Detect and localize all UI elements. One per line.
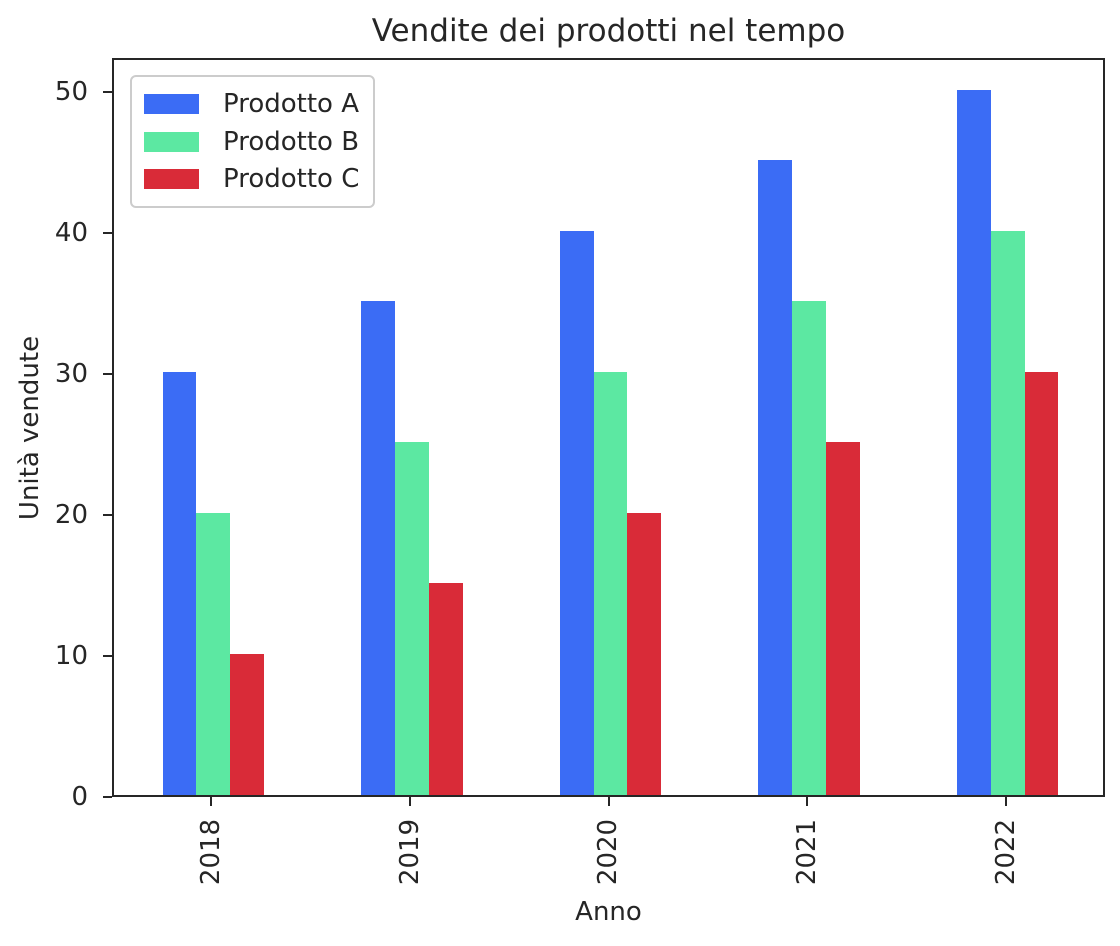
- x-tick-label-2020: 2020: [593, 818, 624, 886]
- bar-prodotto-c-2020: [627, 512, 662, 795]
- bar-prodotto-a-2021: [758, 160, 793, 795]
- y-tick-mark-30: [103, 372, 112, 375]
- legend-item-prodotto-c: Prodotto C: [144, 164, 361, 194]
- bar-prodotto-b-2019: [395, 442, 429, 795]
- y-tick-mark-50: [103, 90, 112, 93]
- bar-prodotto-b-2021: [792, 301, 826, 795]
- bar-prodotto-b-2018: [196, 512, 231, 795]
- bar-prodotto-a-2022: [957, 89, 991, 795]
- x-tick-mark-2020: [607, 797, 610, 806]
- bar-prodotto-b-2020: [593, 371, 628, 795]
- y-tick-mark-20: [103, 513, 112, 516]
- legend-label-prodotto-b: Prodotto B: [223, 126, 360, 157]
- legend-swatch-prodotto-b: [144, 131, 199, 152]
- bar-prodotto-a-2018: [162, 371, 197, 795]
- x-axis-label: Anno: [575, 897, 642, 927]
- legend-label-prodotto-a: Prodotto A: [223, 88, 360, 119]
- bar-prodotto-a-2020: [559, 230, 594, 795]
- chart-title: Vendite dei prodotti nel tempo: [371, 13, 846, 49]
- x-tick-mark-2018: [210, 797, 213, 806]
- plot-area: Prodotto A Prodotto B Prodotto C: [112, 58, 1105, 797]
- y-tick-label-0: 0: [71, 782, 88, 812]
- x-tick-mark-2022: [1004, 797, 1007, 806]
- y-tick-label-50: 50: [54, 76, 88, 107]
- legend-label-prodotto-c: Prodotto C: [223, 164, 360, 195]
- x-tick-label-2019: 2019: [394, 818, 425, 886]
- y-tick-mark-40: [103, 231, 112, 234]
- x-tick-label-2018: 2018: [196, 818, 227, 886]
- bar-prodotto-c-2021: [825, 442, 860, 795]
- y-tick-label-10: 10: [54, 640, 88, 671]
- x-tick-label-2021: 2021: [792, 818, 823, 886]
- legend-item-prodotto-a: Prodotto A: [144, 89, 361, 119]
- bar-prodotto-c-2022: [1024, 371, 1059, 795]
- legend-swatch-prodotto-c: [144, 169, 199, 190]
- x-tick-label-2022: 2022: [990, 818, 1021, 886]
- x-tick-mark-2021: [806, 797, 809, 806]
- legend: Prodotto A Prodotto B Prodotto C: [130, 75, 375, 208]
- bar-prodotto-c-2018: [230, 653, 264, 795]
- y-tick-mark-10: [103, 654, 112, 657]
- x-tick-mark-2019: [408, 797, 411, 806]
- bar-prodotto-c-2019: [428, 583, 463, 795]
- bar-prodotto-a-2019: [361, 301, 395, 795]
- y-tick-mark-0: [103, 796, 112, 798]
- y-tick-label-30: 30: [54, 358, 88, 389]
- legend-item-prodotto-b: Prodotto B: [144, 127, 361, 157]
- bar-prodotto-b-2022: [990, 230, 1025, 795]
- y-tick-label-40: 40: [54, 217, 88, 248]
- y-tick-label-20: 20: [54, 499, 88, 530]
- legend-swatch-prodotto-a: [144, 93, 199, 114]
